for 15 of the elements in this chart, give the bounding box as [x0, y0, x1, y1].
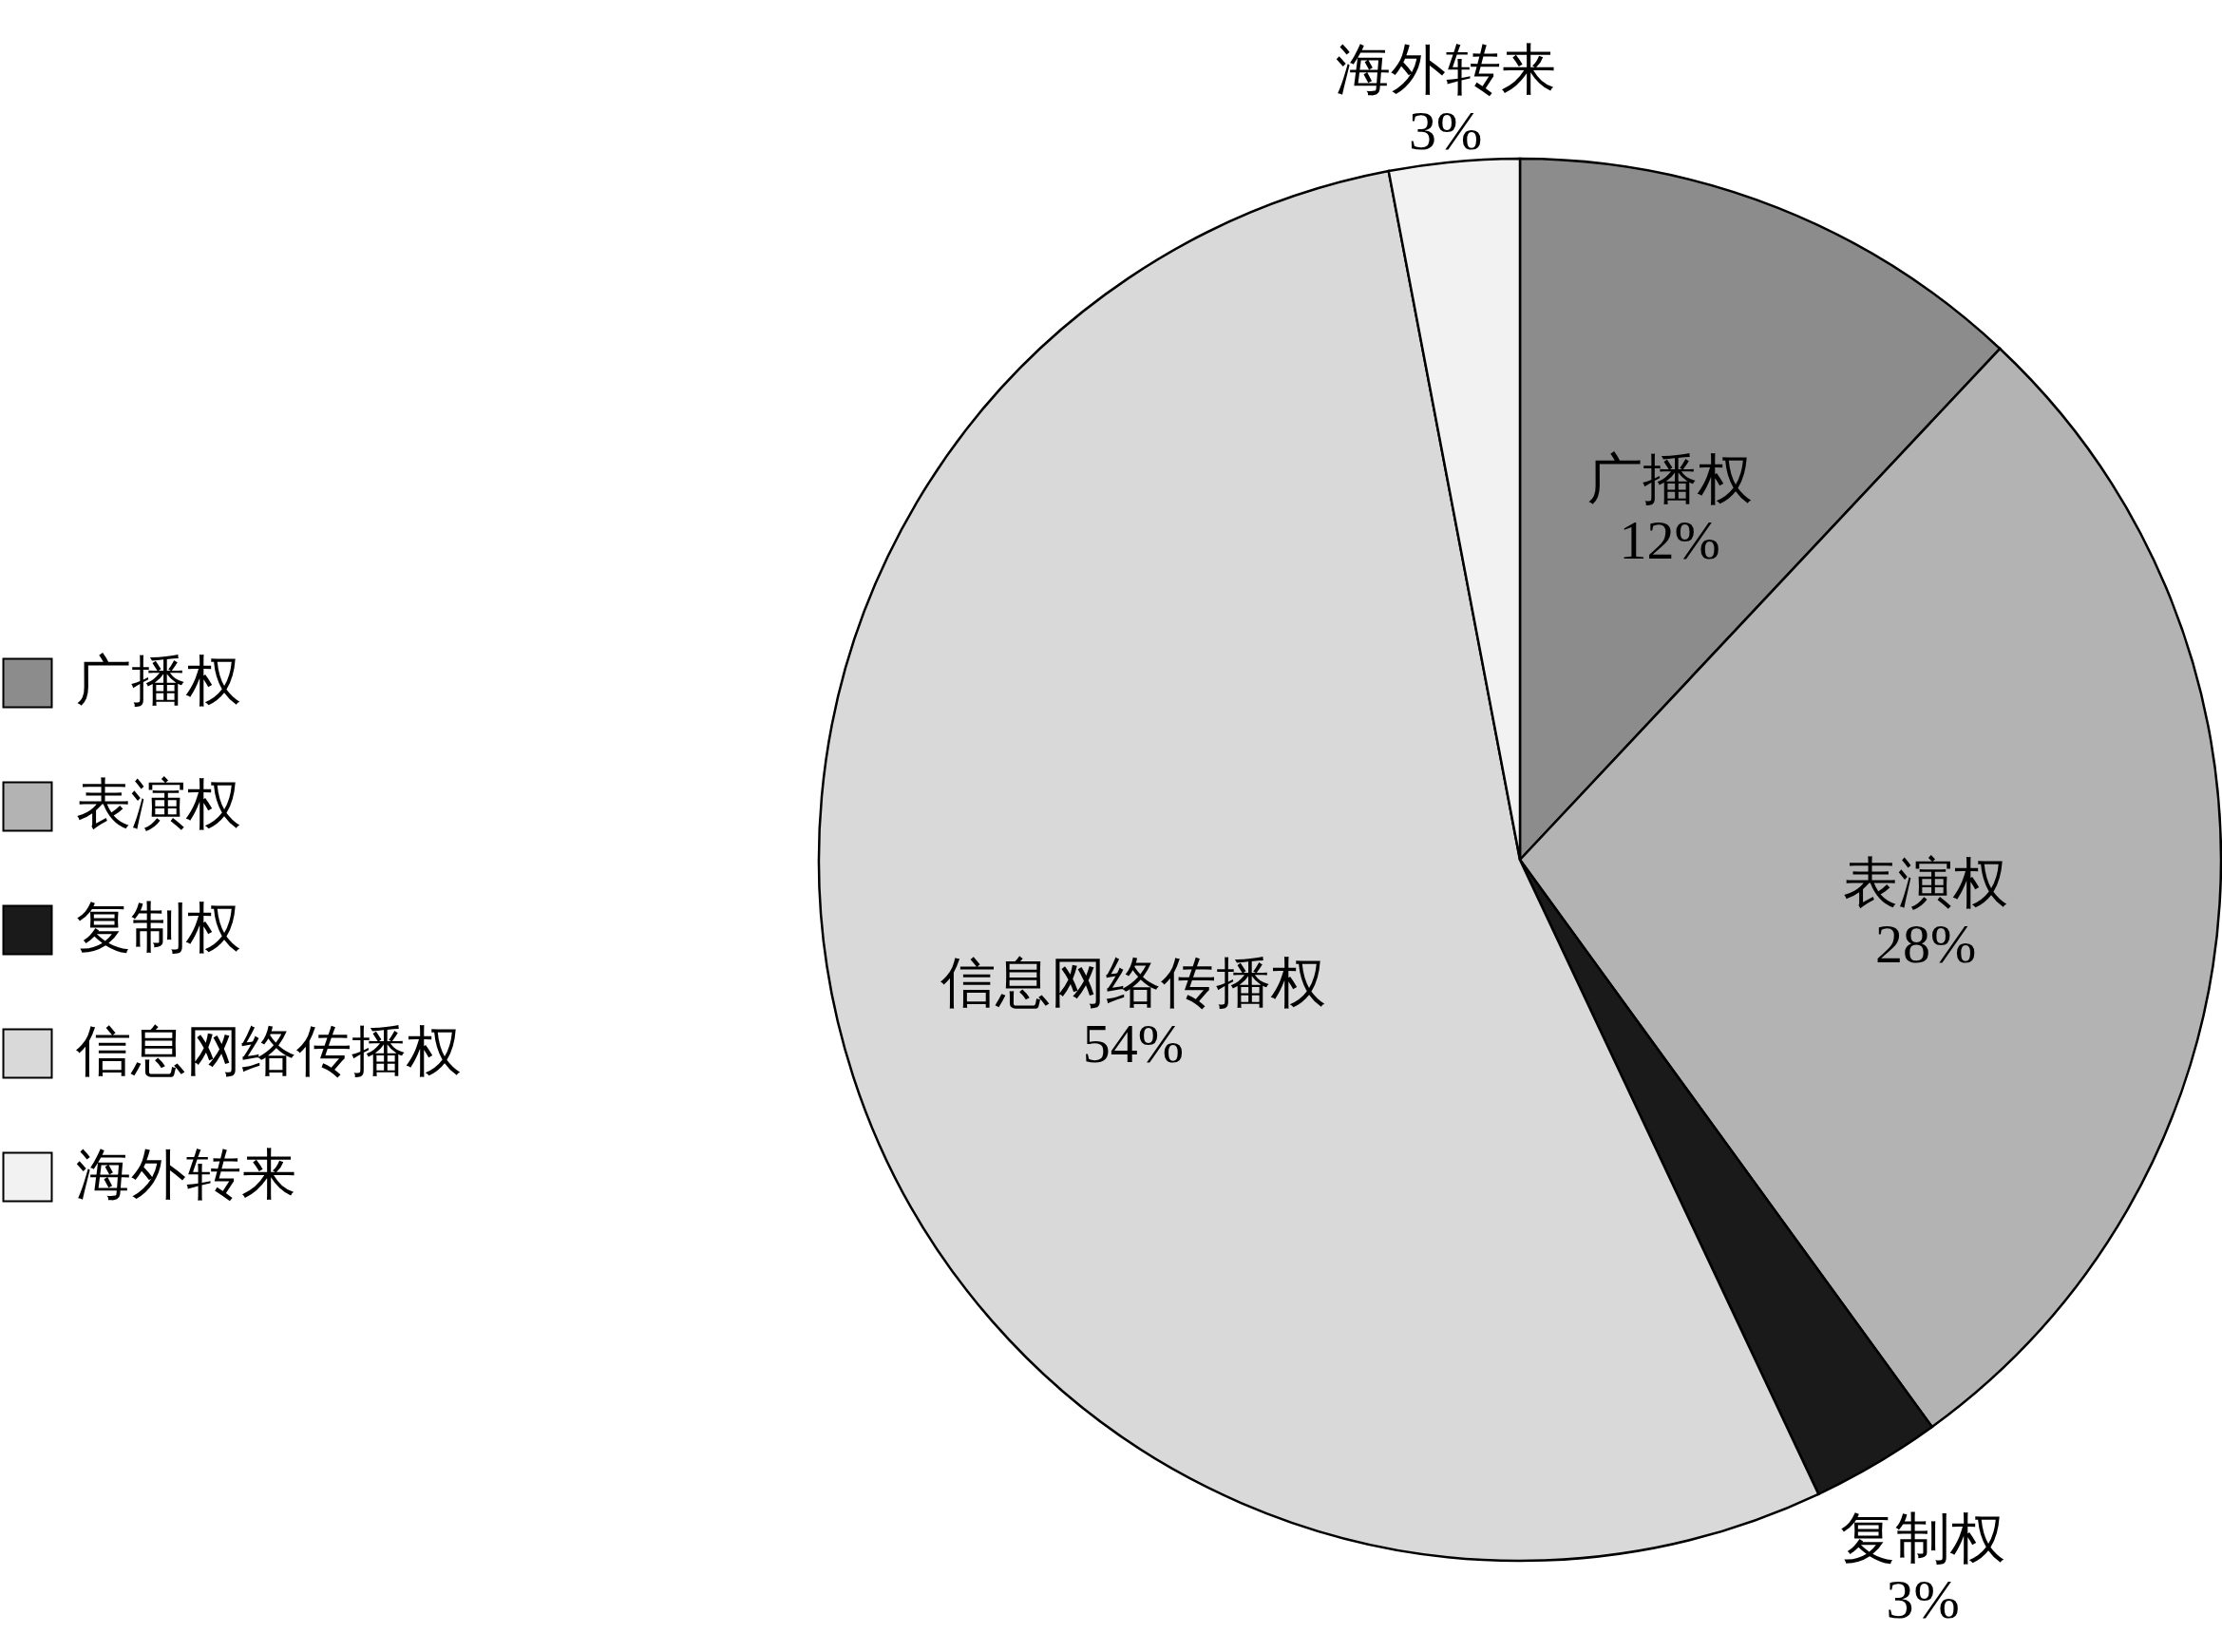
legend-label: 复制权	[76, 897, 241, 959]
legend-label: 信息网络传播权	[76, 1020, 462, 1082]
slice-label: 海外转来	[1335, 38, 1556, 101]
slice-label: 广播权	[1586, 448, 1753, 511]
legend-label: 广播权	[76, 650, 241, 712]
data-label: 28%	[1875, 912, 1977, 975]
data-label: 3%	[1886, 1568, 1960, 1630]
legend-label: 海外转来	[76, 1144, 296, 1206]
slice-label: 表演权	[1843, 851, 2009, 914]
data-label: 54%	[1082, 1013, 1185, 1075]
data-label: 12%	[1619, 509, 1720, 572]
legend-label: 表演权	[76, 773, 241, 835]
data-label: 3%	[1408, 99, 1483, 161]
slice-label: 信息网络传播权	[940, 952, 1326, 1015]
slice-label: 复制权	[1840, 1508, 2006, 1569]
